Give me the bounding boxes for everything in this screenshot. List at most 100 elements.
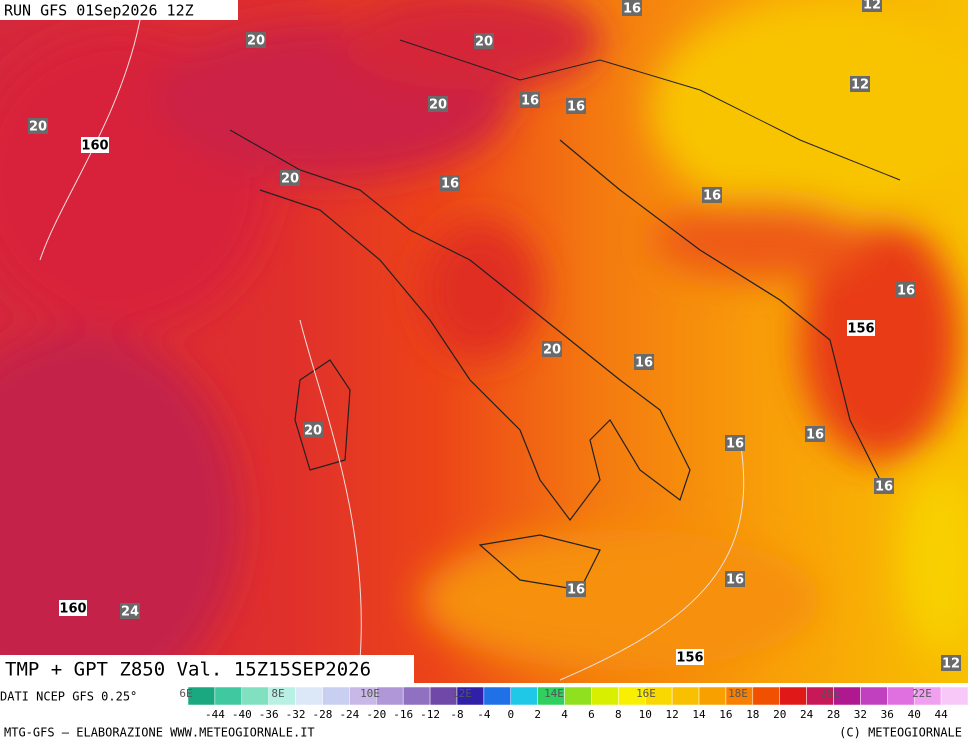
temp-label-box	[440, 175, 460, 191]
temp-label: 16	[703, 189, 721, 204]
colorbar-tick-label: 18	[746, 708, 759, 721]
footer-left: MTG-GFS – ELABORAZIONE WWW.METEOGIORNALE…	[4, 726, 315, 740]
colorbar-tick-label: -16	[393, 708, 413, 721]
temp-label-box	[520, 92, 540, 108]
temp-label: 20	[543, 343, 561, 358]
map-field	[0, 0, 968, 710]
colorbar-tick-label: 20	[773, 708, 786, 721]
temp-label-box	[805, 426, 825, 442]
longitude-label: 8E	[271, 687, 284, 700]
temp-label-box	[850, 76, 870, 92]
colorbar-box	[940, 686, 968, 706]
colorbar-box	[887, 686, 915, 706]
temp-label: 16	[875, 480, 893, 495]
colorbar-tick-label: 16	[719, 708, 732, 721]
height-label: 156	[676, 651, 703, 666]
colorbar-tick-label: -32	[286, 708, 306, 721]
temp-label-box	[428, 96, 448, 112]
longitude-label: 16E	[636, 687, 656, 700]
height-label-box	[59, 600, 87, 616]
temp-label: 20	[247, 34, 265, 49]
temp-label-box	[634, 354, 654, 370]
run-label: RUN GFS 01Sep2026 12Z	[4, 2, 194, 20]
colorbar-tick-label: 0	[507, 708, 514, 721]
temp-label-box	[566, 581, 586, 597]
temp-label-box	[896, 282, 916, 298]
temp-label-box	[862, 0, 882, 12]
temp-label: 20	[475, 35, 493, 50]
colorbar-tick-label: 32	[854, 708, 867, 721]
colorbar-box	[564, 686, 592, 706]
colorbar: -44 -40 -36 -32 -28 -24 -20 -16 -12 -8 -4 0 2 4 6 8 10 12…	[179, 686, 968, 721]
temp-label-box	[566, 98, 586, 114]
temp-label: 16	[521, 94, 539, 109]
colorbar-tick-label: 12	[666, 708, 679, 721]
temp-label: 12	[851, 78, 869, 93]
colorbar-box	[860, 686, 888, 706]
colorbar-box	[591, 686, 619, 706]
colorbar-tick-label: 14	[692, 708, 706, 721]
colorbar-tick-label: -36	[259, 708, 279, 721]
field-label: TMP + GPT Z850 Val. 15Z15SEP2026	[5, 659, 371, 681]
temp-label: 16	[441, 177, 459, 192]
height-label-box	[847, 320, 875, 336]
longitude-label: 6E	[179, 687, 192, 700]
longitude-label: 10E	[360, 687, 380, 700]
colorbar-box	[322, 686, 350, 706]
colorbar-box	[402, 686, 431, 706]
longitude-label: 14E	[544, 687, 564, 700]
colorbar-box	[698, 686, 727, 706]
colorbar-box	[752, 686, 780, 706]
temp-label-box	[280, 170, 300, 186]
colorbar-box	[376, 686, 404, 706]
footer-right: (C) METEOGIORNALE	[839, 726, 962, 740]
temp-label: 16	[623, 2, 641, 17]
longitude-label: 22E	[912, 687, 932, 700]
longitude-label: 20E	[820, 687, 840, 700]
colorbar-tick-label: -8	[450, 708, 463, 721]
source-label: DATI NCEP GFS 0.25°	[0, 690, 137, 704]
temp-label-box	[120, 603, 140, 619]
colorbar-tick-label: 4	[561, 708, 568, 721]
temp-label: 16	[806, 428, 824, 443]
longitude-label: 18E	[728, 687, 748, 700]
height-label: 160	[81, 139, 108, 154]
temp-label-box	[474, 33, 494, 49]
temp-label-box	[874, 478, 894, 494]
temp-label: 16	[726, 437, 744, 452]
temp-label: 12	[942, 657, 960, 672]
height-label: 160	[59, 602, 86, 617]
temp-label: 20	[429, 98, 447, 113]
colorbar-tick-label: 10	[639, 708, 652, 721]
colorbar-box	[295, 686, 323, 706]
colorbar-tick-label: 40	[908, 708, 921, 721]
height-label-box	[81, 137, 109, 153]
temp-label-box	[622, 0, 642, 16]
contour-labels: 20 20 20 20 16 16 16 12 12 20 16 16 16 20 16 20 16 16 16 16…	[28, 0, 961, 672]
colorbar-tick-label: -12	[420, 708, 440, 721]
colorbar-tick-label: -4	[477, 708, 491, 721]
temp-label: 16	[635, 356, 653, 371]
colorbar-tick-label: -28	[313, 708, 333, 721]
temp-label-box	[303, 422, 323, 438]
temp-label: 12	[863, 0, 881, 13]
temp-label-box	[542, 341, 562, 357]
temp-label: 20	[29, 120, 47, 135]
colorbar-tick-label: -20	[366, 708, 386, 721]
colorbar-box	[241, 686, 269, 706]
temp-label-box	[702, 187, 722, 203]
temp-label: 20	[304, 424, 322, 439]
colorbar-tick-label: 44	[934, 708, 948, 721]
temp-label: 16	[567, 100, 585, 115]
temp-label: 16	[567, 583, 585, 598]
colorbar-box	[779, 686, 807, 706]
temp-label: 20	[281, 172, 299, 187]
temp-label: 24	[121, 605, 139, 620]
temp-label: 16	[897, 284, 915, 299]
colorbar-tick-label: 2	[534, 708, 541, 721]
temp-label-box	[941, 655, 961, 671]
height-label: 156	[847, 322, 874, 337]
colorbar-tick-label: -24	[339, 708, 359, 721]
temp-label: 16	[726, 573, 744, 588]
